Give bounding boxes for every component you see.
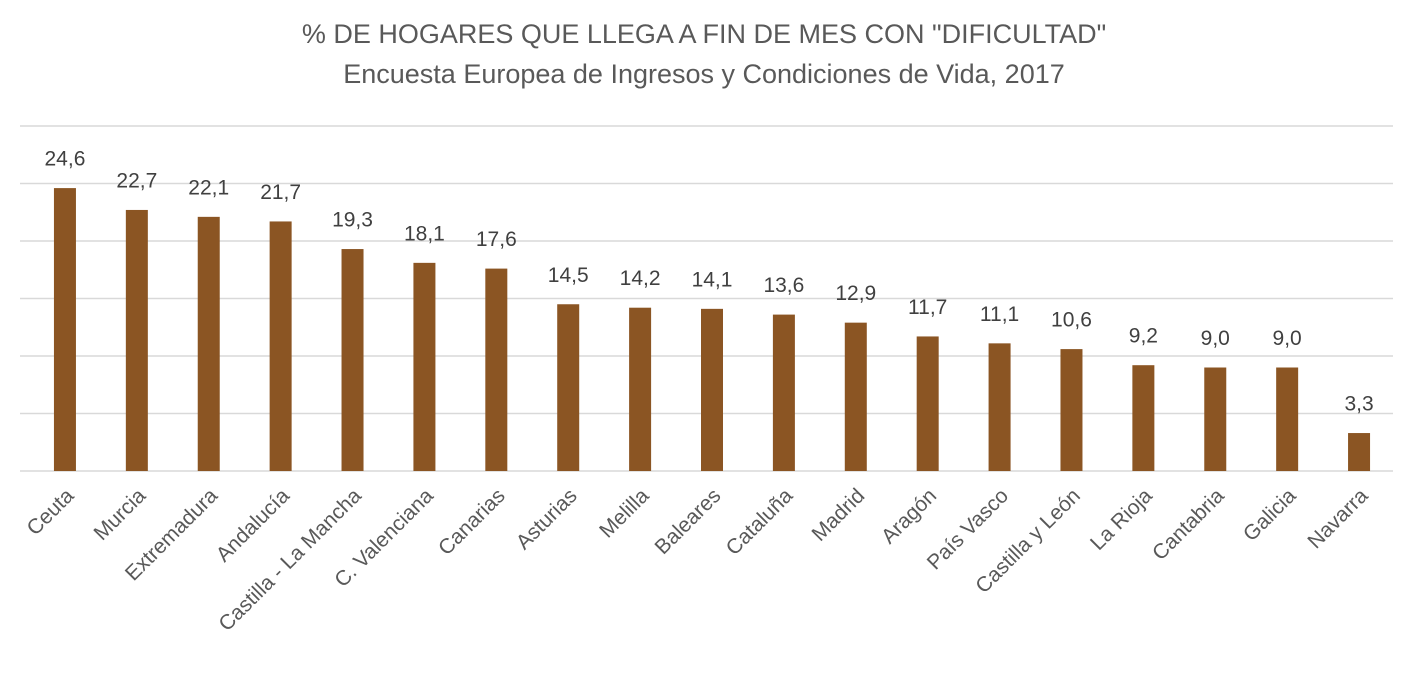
bar [916,336,939,471]
bar [701,308,723,471]
bar [1348,433,1371,471]
value-label: 19,3 [332,209,373,232]
value-label: 9,0 [1273,327,1302,350]
value-label: 21,7 [260,181,301,204]
bar [1276,367,1299,471]
bar [557,304,580,471]
x-tick-label: Galicia [1239,484,1301,546]
x-tick-label: Murcia [89,484,150,545]
bar [1204,367,1227,471]
x-tick-label: Cantabria [1148,484,1229,565]
bar [125,209,148,471]
bar [341,249,364,471]
value-label: 11,1 [980,303,1019,326]
x-tick-label: Castilla - La Mancha [214,484,366,636]
value-label: 22,1 [188,176,229,199]
chart-title: % DE HOGARES QUE LLEGA A FIN DE MES CON … [302,19,1106,49]
bar [53,188,76,471]
bar [844,322,867,471]
x-tick-label: Cataluña [722,484,798,560]
value-label: 12,9 [835,282,876,305]
value-label: 14,5 [548,264,589,287]
x-tick-label: La Rioja [1086,484,1157,555]
value-label: 14,1 [692,268,733,291]
value-label: 9,0 [1201,327,1230,350]
x-tick-label: Navarra [1303,484,1372,553]
bar [413,262,436,471]
bar [988,343,1011,471]
bar [197,216,220,471]
x-tick-label: Madrid [808,484,870,546]
x-tick-label: Canarias [434,484,510,560]
bar [485,268,508,471]
value-label: 3,3 [1344,393,1373,416]
value-label: 10,6 [1051,309,1092,332]
bar [1132,365,1155,471]
bar [772,314,795,471]
value-label: 24,6 [45,148,86,171]
value-label: 11,7 [908,296,947,319]
x-tick-label: Melilla [595,484,654,543]
bar [629,307,652,471]
value-label: 9,2 [1129,325,1158,348]
value-label: 14,2 [620,267,661,290]
value-label: 13,6 [763,274,804,297]
value-label: 18,1 [404,222,445,245]
bar [269,221,292,471]
value-label: 22,7 [116,169,157,192]
value-label: 17,6 [476,228,517,251]
x-tick-label: Baleares [651,484,726,559]
bar [1060,349,1083,471]
x-tick-label: Asturias [512,484,582,554]
chart-subtitle: Encuesta Europea de Ingresos y Condicion… [343,59,1065,89]
x-tick-label: Ceuta [23,484,79,540]
x-tick-label: Aragón [877,484,941,548]
